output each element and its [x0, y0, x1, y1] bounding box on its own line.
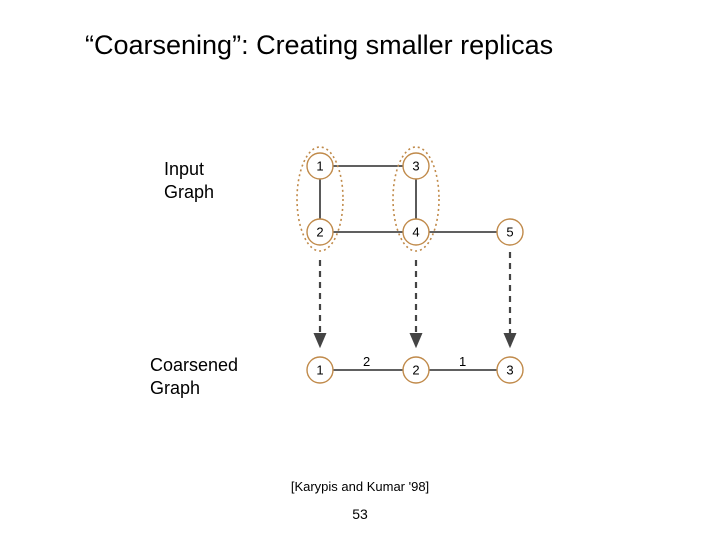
coarsened-node-label: 1	[316, 363, 323, 378]
edge-weight: 2	[363, 354, 370, 369]
input-node-label: 5	[506, 225, 513, 240]
edge-weight: 1	[459, 354, 466, 369]
page-number: 53	[352, 506, 368, 522]
coarsened-node-label: 3	[506, 363, 513, 378]
input-node-label: 1	[316, 159, 323, 174]
coarsened-node-label: 2	[412, 363, 419, 378]
diagram: 1 2 3 4 5 1 2 3	[0, 0, 720, 540]
slide: “Coarsening”: Creating smaller replicas …	[0, 0, 720, 540]
input-node-label: 2	[316, 225, 323, 240]
input-node-label: 4	[412, 225, 419, 240]
input-node-label: 3	[412, 159, 419, 174]
citation: [Karypis and Kumar '98]	[291, 479, 429, 494]
